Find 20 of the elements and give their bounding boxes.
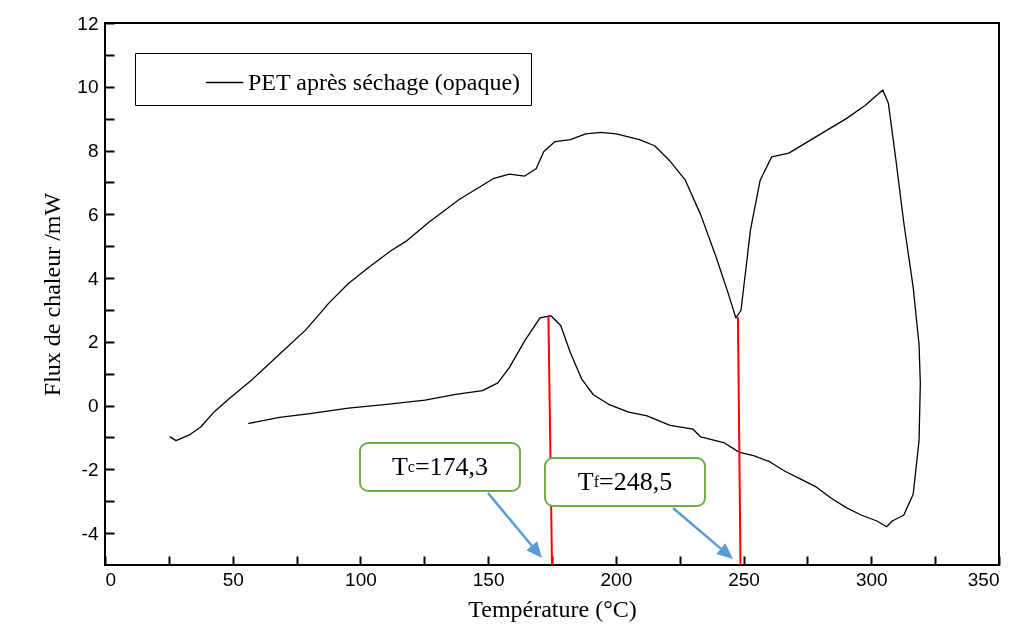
y-tick-label: -2 xyxy=(81,458,99,480)
y-tick-label: 4 xyxy=(87,267,99,289)
y-tick-label: 6 xyxy=(87,203,99,225)
x-tick-label: 150 xyxy=(472,568,505,590)
x-tick-label: 50 xyxy=(222,568,244,590)
y-tick-label: 8 xyxy=(87,140,99,162)
x-tick-label: 250 xyxy=(728,568,760,590)
legend-label: PET après séchage (opaque) xyxy=(248,68,521,95)
y-tick-label: -4 xyxy=(81,522,99,544)
x-tick-label: 300 xyxy=(855,568,888,590)
y-tick-label: 12 xyxy=(77,12,99,34)
x-tick-label: 200 xyxy=(600,568,633,590)
y-tick-label: 10 xyxy=(77,76,99,98)
x-tick-label: 0 xyxy=(105,568,117,590)
x-axis-title: Température (°C) xyxy=(468,595,637,622)
x-tick-label: 100 xyxy=(345,568,377,590)
y-axis-title: Flux de chaleur /mW xyxy=(39,192,66,397)
y-tick-label: 2 xyxy=(87,331,99,353)
y-tick-label: 0 xyxy=(87,395,99,417)
x-tick-label: 350 xyxy=(967,568,1000,590)
